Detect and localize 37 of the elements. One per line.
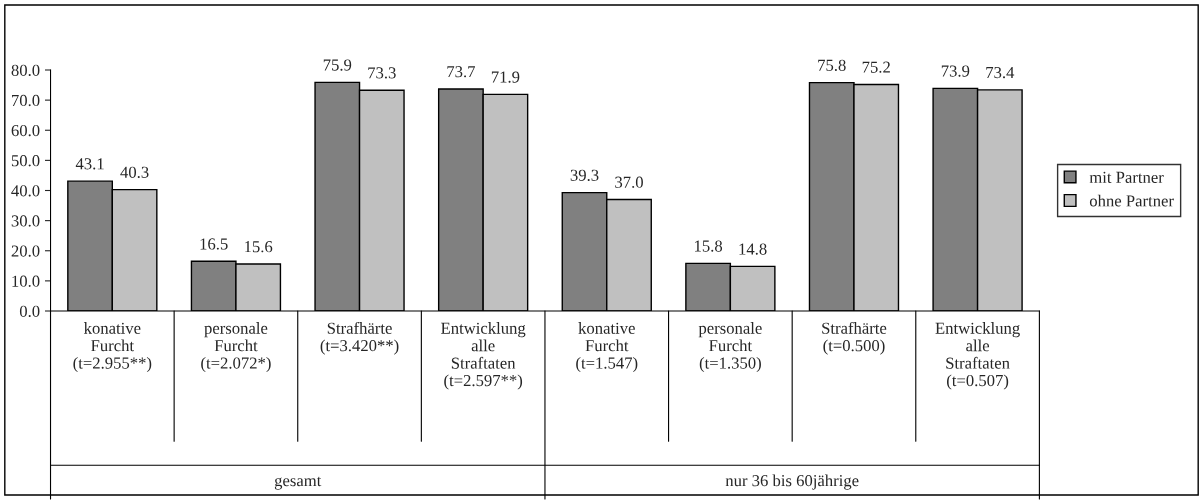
y-tick-label: 40.0 [11,185,40,197]
x-tick-label: konative Furcht (t=2.955**) [73,322,152,373]
data-label: 14.8 [739,243,767,255]
data-label: 73.9 [941,65,970,77]
x-tick-label: konative Furcht (t=1.547) [576,322,638,373]
data-label: 37.0 [615,176,643,188]
x-tick-label: personale Furcht (t=2.072*) [201,322,271,373]
data-label: 73.3 [368,67,396,79]
y-tick-label: 10.0 [12,275,40,287]
data-label: 75.8 [818,59,846,72]
data-label: 75.2 [862,61,890,73]
legend-label: ohne Partner [1089,194,1174,207]
x-tick-label: Strafhärte (t=3.420**) [320,321,399,355]
data-label: 16.5 [200,238,228,250]
x-tick-label: Strafhärte (t=0.500) [822,321,887,355]
y-tick-label: 80.0 [11,64,40,77]
x-tick-label: Entwicklung alle Straftaten (t=2.597**) [441,322,526,390]
data-label: 73.4 [986,66,1015,79]
y-tick-label: 50.0 [11,155,40,167]
y-tick-label: 20.0 [11,245,40,257]
legend-label: mit Partner [1089,171,1164,183]
data-label: 71.9 [491,71,520,83]
data-label: 73.7 [447,66,476,78]
y-tick-label: 60.0 [11,124,40,137]
text: gesamt [274,476,322,490]
y-tick-label: 70.0 [12,94,40,107]
data-label: 43.1 [75,158,104,170]
y-tick-label: 30.0 [11,215,40,227]
x-tick-label: Entwicklung alle Straftaten (t=0.507) [935,322,1020,390]
data-label: 40.3 [120,166,149,178]
data-label: 75.9 [323,59,352,71]
y-tick-label: 0.0 [19,305,40,318]
text: nur 36 bis 60jährige [725,474,859,490]
x-tick-label: personale Furcht (t=1.350) [698,322,762,373]
data-label: 15.6 [245,241,273,253]
data-label: 15.8 [695,240,723,252]
data-label: 39.3 [570,169,599,181]
